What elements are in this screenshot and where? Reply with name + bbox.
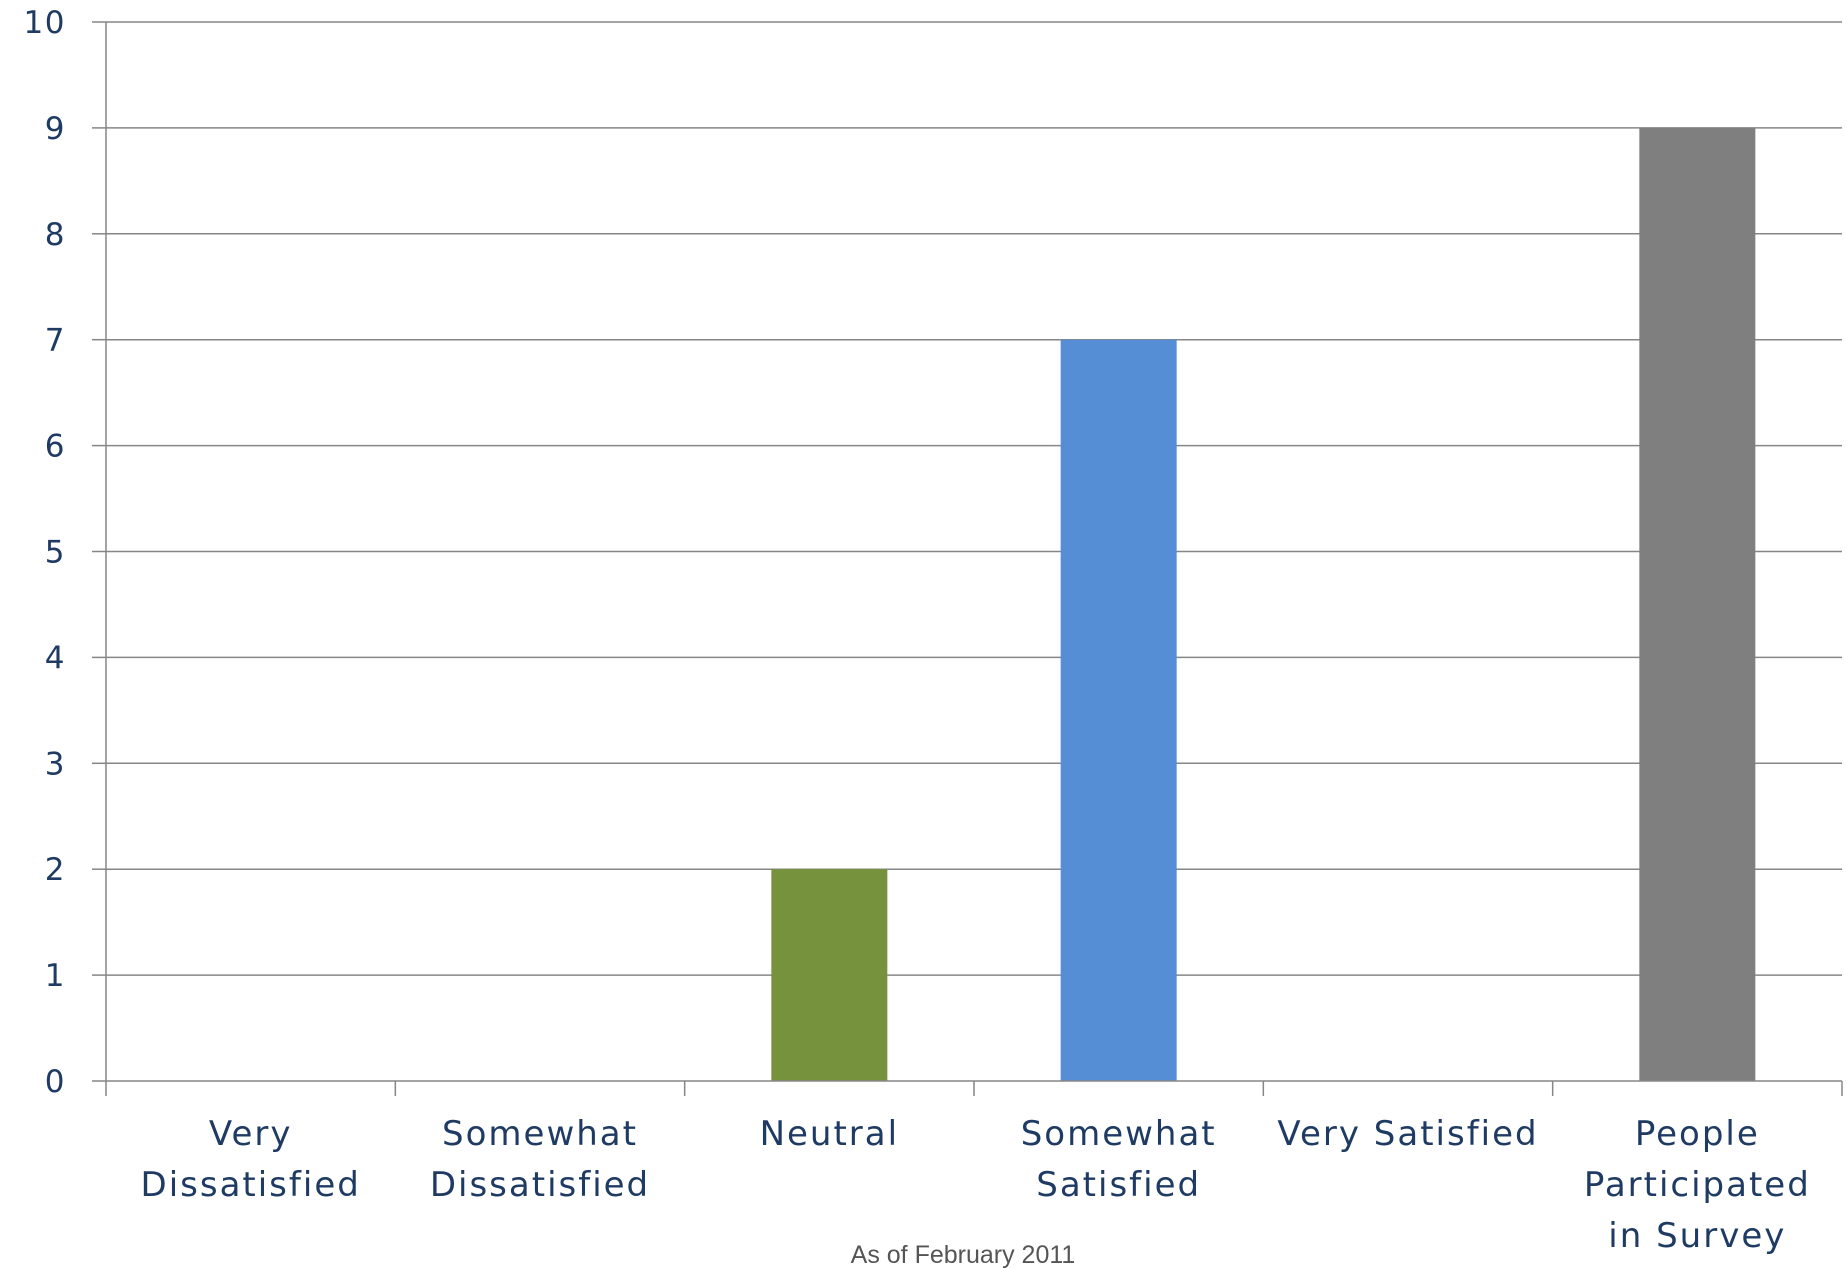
bar bbox=[1639, 127, 1756, 1081]
x-category-label: Neutral bbox=[760, 1114, 900, 1154]
x-category-label: Very Satisfied bbox=[1277, 1114, 1538, 1154]
x-category-label-line: Satisfied bbox=[1036, 1165, 1201, 1205]
x-category-label-line: Participated bbox=[1584, 1165, 1811, 1205]
x-category-label-line: Neutral bbox=[760, 1114, 900, 1154]
y-tick-label: 6 bbox=[45, 429, 66, 465]
x-category-label: People Participated in Survey bbox=[1584, 1114, 1811, 1256]
y-tick-label: 10 bbox=[24, 5, 66, 41]
x-category-label-line: Dissatisfied bbox=[430, 1165, 650, 1205]
bars bbox=[771, 127, 1756, 1081]
bar bbox=[771, 869, 888, 1081]
x-category-labels: Very Dissatisfied Somewhat Dissatisfied Neut… bbox=[141, 1114, 1811, 1256]
x-category-label-line: People bbox=[1635, 1114, 1760, 1154]
y-tick-label: 7 bbox=[45, 323, 66, 359]
axes bbox=[92, 21, 1843, 1096]
x-category-label-line: Somewhat bbox=[1021, 1114, 1217, 1154]
x-category-label: Somewhat Dissatisfied bbox=[430, 1114, 650, 1205]
footnote: As of February 2011 bbox=[851, 1241, 1076, 1269]
y-tick-label: 3 bbox=[45, 746, 66, 782]
y-tick-label: 0 bbox=[45, 1064, 66, 1100]
x-category-label: Somewhat Satisfied bbox=[1021, 1114, 1217, 1205]
y-tick-label: 2 bbox=[45, 852, 66, 888]
y-tick-label: 9 bbox=[45, 111, 66, 147]
y-tick-label: 5 bbox=[45, 535, 66, 571]
y-tick-label: 1 bbox=[45, 958, 66, 994]
x-category-label-line: Very bbox=[209, 1114, 293, 1154]
x-category-label-line: in Survey bbox=[1608, 1216, 1786, 1256]
x-category-label-line: Very Satisfied bbox=[1277, 1114, 1538, 1154]
x-category-label-line: Somewhat bbox=[442, 1114, 638, 1154]
x-category-label: Very Dissatisfied bbox=[141, 1114, 361, 1205]
y-tick-label: 8 bbox=[45, 217, 66, 253]
y-tick-labels: 0 1 2 3 4 5 6 7 8 9 10 bbox=[24, 5, 66, 1100]
bar bbox=[1060, 339, 1177, 1081]
x-category-label-line: Dissatisfied bbox=[141, 1165, 361, 1205]
y-tick-label: 4 bbox=[45, 640, 66, 676]
gridlines bbox=[106, 21, 1842, 976]
